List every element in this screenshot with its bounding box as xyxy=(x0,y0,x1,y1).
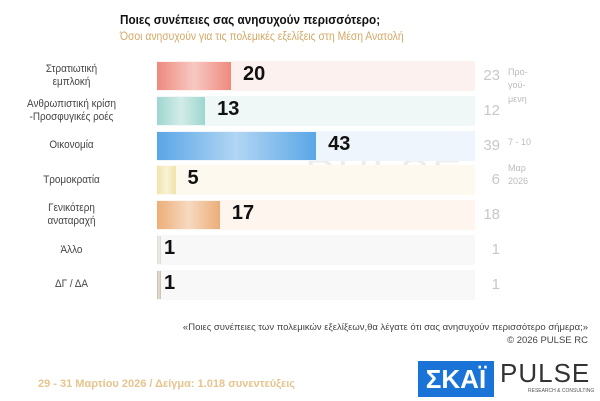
previous-value: 18 xyxy=(483,206,500,224)
bar xyxy=(157,131,317,160)
value-label: 5 xyxy=(187,167,199,190)
bar xyxy=(157,201,220,230)
pulse-logo: PULSE xyxy=(500,358,591,388)
previous-value: 1 xyxy=(491,275,500,293)
chart-subtitle: Όσοι ανησυχούν για τις πολεμικές εξελίξε… xyxy=(120,31,404,43)
pulse-logo-subtitle: RESEARCH & CONSULTING xyxy=(528,388,595,394)
previous-note-line: Προ- xyxy=(508,67,528,77)
previous-note-line: μενη xyxy=(508,94,527,104)
survey-footer: 29 - 31 Μαρτίου 2026 / Δείγμα: 1.018 συν… xyxy=(38,378,296,390)
value-label: 17 xyxy=(231,202,255,225)
previous-value: 1 xyxy=(491,241,500,258)
skai-logo: ΣΚΑΪ xyxy=(418,361,494,397)
previous-note-line: 2026 xyxy=(508,176,529,186)
bar xyxy=(157,236,161,264)
row-band xyxy=(157,235,475,265)
value-label: 20 xyxy=(243,63,266,85)
category-label: Τρομοκρατία xyxy=(43,173,100,186)
value-label: 1 xyxy=(164,237,176,259)
category-label: Γενικότερη αναταραχή xyxy=(47,202,96,228)
previous-value: 6 xyxy=(491,171,500,189)
previous-value: 12 xyxy=(483,101,500,119)
chart-title: Ποιες συνέπειες σας ανησυχούν περισσότερ… xyxy=(120,12,381,27)
bar xyxy=(157,62,231,90)
bar xyxy=(157,96,206,125)
value-label: 1 xyxy=(164,271,176,294)
previous-note-line: 7 - 10 xyxy=(508,137,532,147)
category-label: Άλλο xyxy=(60,243,83,256)
category-label: Ανθρωπιστική κρίση -Προσφυγικές ροές xyxy=(27,97,116,123)
previous-note-line: γού- xyxy=(508,80,526,90)
previous-value: 39 xyxy=(483,136,500,154)
bar xyxy=(157,166,176,195)
previous-note-line: Μαρ xyxy=(508,163,526,173)
previous-value: 23 xyxy=(483,67,500,84)
question-text: «Ποιες συνέπειες των πολεμικών εξελίξεων… xyxy=(182,322,588,333)
value-label: 13 xyxy=(217,97,240,120)
category-label: Οικονομία xyxy=(49,139,94,152)
row-band xyxy=(157,269,475,300)
copyright: © 2026 PULSE RC xyxy=(507,335,588,346)
value-label: 43 xyxy=(328,132,351,155)
category-label: Στρατιωτική εμπλοκή xyxy=(45,63,98,88)
category-label: ΔΓ / ΔΑ xyxy=(55,278,88,291)
row-band xyxy=(157,165,475,196)
bar xyxy=(157,270,161,299)
row-band xyxy=(157,95,475,126)
